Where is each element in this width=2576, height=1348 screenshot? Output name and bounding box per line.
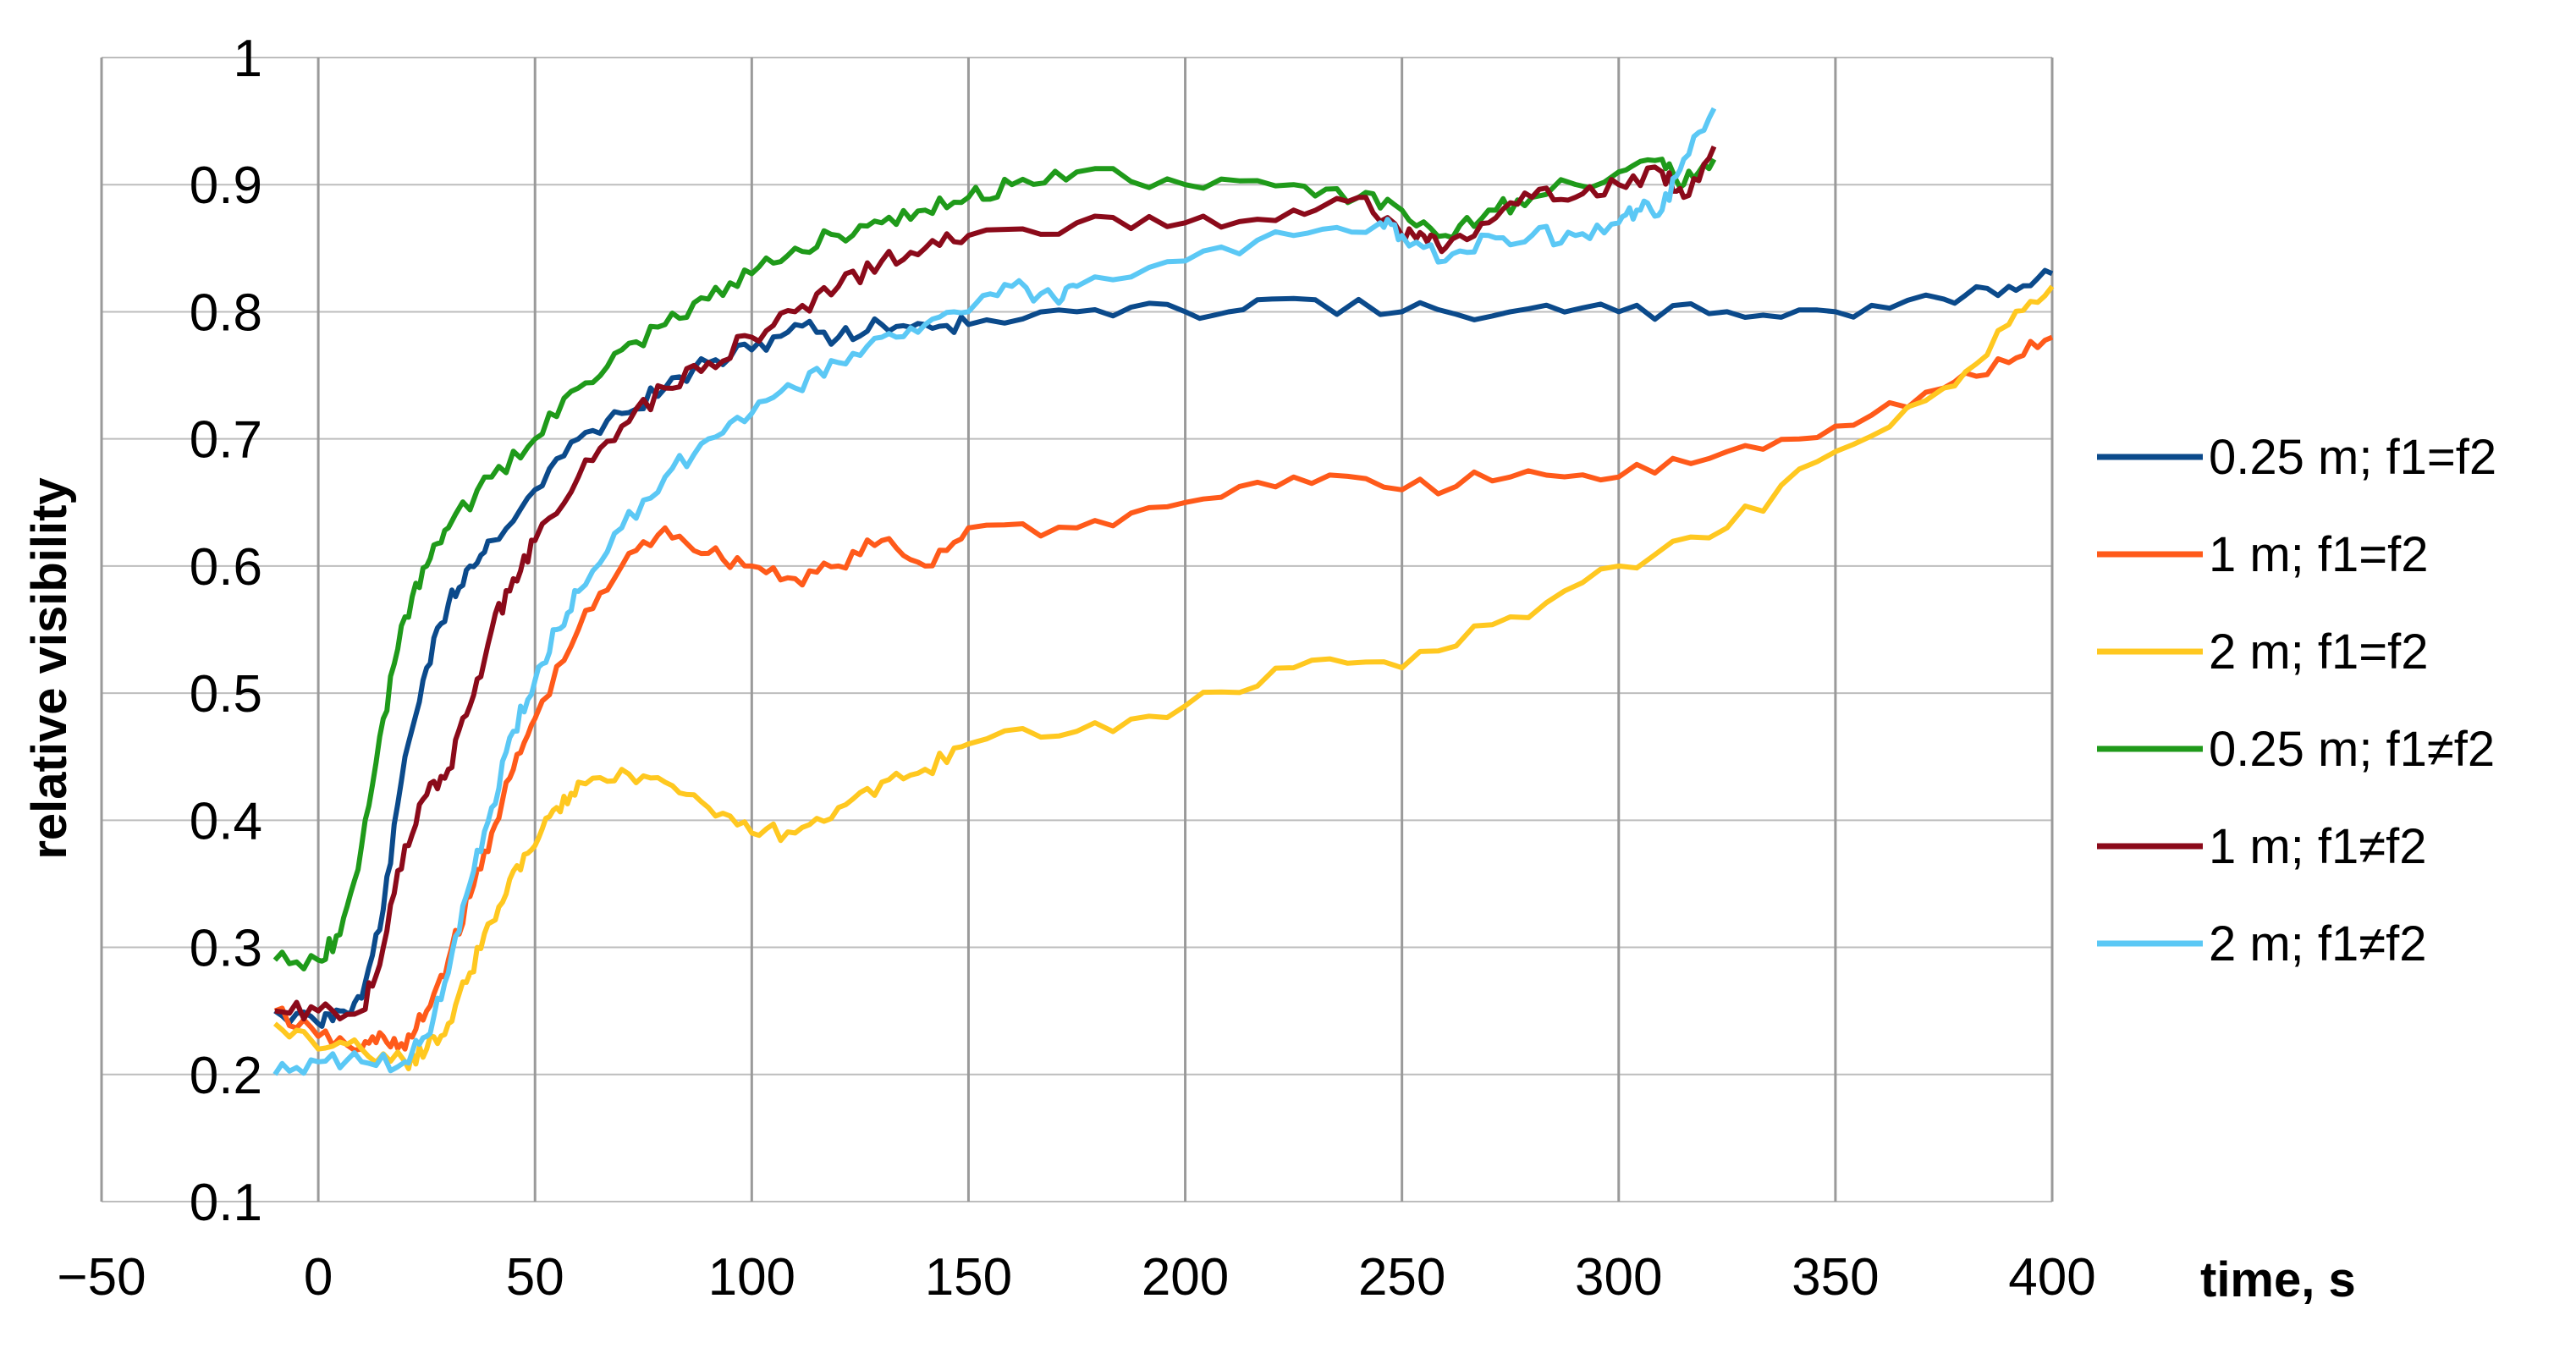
x-axis-title: time, s bbox=[2200, 1252, 2356, 1307]
x-tick-label: 0 bbox=[304, 1248, 333, 1307]
y-tick-label: 0.2 bbox=[190, 1047, 262, 1105]
x-tick-label: 350 bbox=[1792, 1248, 1879, 1307]
x-tick-label: 50 bbox=[506, 1248, 564, 1307]
x-tick-label: 150 bbox=[925, 1248, 1012, 1307]
y-tick-label: 0.7 bbox=[190, 411, 262, 470]
legend-label: 0.25 m; f1=f2 bbox=[2209, 430, 2496, 485]
series-lines bbox=[272, 107, 2055, 1076]
y-tick-label: 0.3 bbox=[190, 920, 262, 978]
x-tick-label: 400 bbox=[2008, 1248, 2095, 1307]
series-line bbox=[272, 107, 1717, 1076]
y-tick-label: 0.9 bbox=[190, 157, 262, 215]
legend-label: 1 m; f1≠f2 bbox=[2209, 819, 2427, 874]
x-tick-label: −50 bbox=[57, 1248, 146, 1307]
legend-label: 2 m; f1=f2 bbox=[2209, 624, 2429, 680]
y-axis-title: relative visibility bbox=[22, 477, 77, 859]
x-tick-label: 100 bbox=[708, 1248, 795, 1307]
x-axis-tick-labels: −50 0 50 100 150 200 250 300 350 400 bbox=[57, 1248, 2095, 1307]
series-line bbox=[274, 146, 1717, 1022]
y-tick-label: 0.8 bbox=[190, 283, 262, 342]
x-tick-label: 250 bbox=[1358, 1248, 1445, 1307]
series-line bbox=[273, 267, 2054, 1029]
series-line bbox=[272, 284, 2055, 1071]
grid-lines bbox=[100, 57, 2054, 1202]
x-tick-label: 200 bbox=[1142, 1248, 1229, 1307]
x-tick-label: 300 bbox=[1575, 1248, 1662, 1307]
y-tick-label: 0.1 bbox=[190, 1174, 262, 1232]
y-tick-label: 0.6 bbox=[190, 538, 262, 597]
y-tick-label: 0.4 bbox=[190, 792, 262, 850]
y-tick-label: 1 bbox=[234, 30, 262, 88]
y-tick-label: 0.5 bbox=[190, 665, 262, 724]
legend-label: 2 m; f1≠f2 bbox=[2209, 916, 2427, 971]
legend-label: 1 m; f1=f2 bbox=[2209, 527, 2429, 582]
legend-label: 0.25 m; f1≠f2 bbox=[2209, 722, 2495, 777]
series-line bbox=[272, 157, 1717, 971]
y-axis-tick-labels: 0.1 0.2 0.3 0.4 0.5 0.6 0.7 0.8 0.9 1 bbox=[190, 30, 262, 1232]
legend: 0.25 m; f1=f2 1 m; f1=f2 2 m; f1=f2 0.25 m;… bbox=[2097, 430, 2496, 971]
series-line bbox=[273, 334, 2054, 1053]
